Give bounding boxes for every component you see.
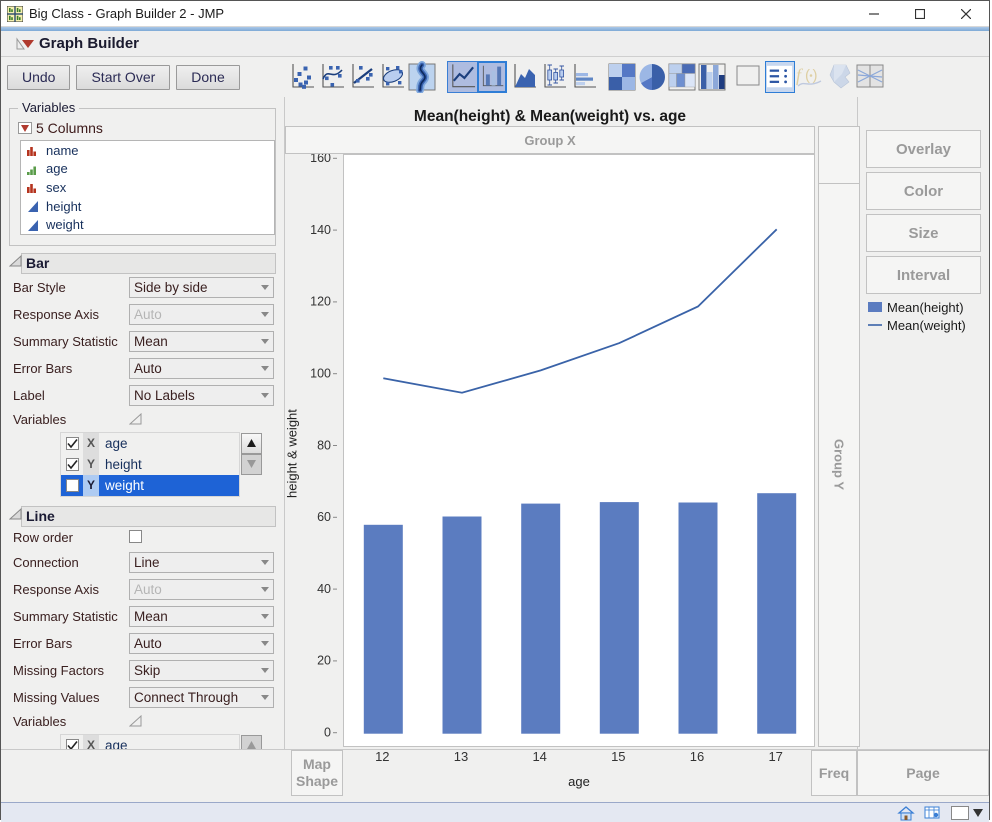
svg-text:15: 15 [611,749,625,764]
svg-text:140: 140 [310,223,331,237]
svg-text:100: 100 [310,367,331,381]
svg-text:12: 12 [375,749,389,764]
svg-text:17: 17 [768,749,782,764]
svg-text:40: 40 [317,582,331,596]
svg-text:14: 14 [532,749,546,764]
svg-text:20: 20 [317,654,331,668]
svg-text:80: 80 [317,438,331,452]
svg-text:60: 60 [317,510,331,524]
svg-text:0: 0 [324,726,331,740]
svg-text:): ) [813,67,818,84]
svg-text:16: 16 [690,749,704,764]
svg-text:(: ( [805,67,810,84]
svg-text:13: 13 [454,749,468,764]
svg-text:f: f [796,65,804,85]
svg-text:120: 120 [310,295,331,309]
svg-text:160: 160 [310,154,331,165]
